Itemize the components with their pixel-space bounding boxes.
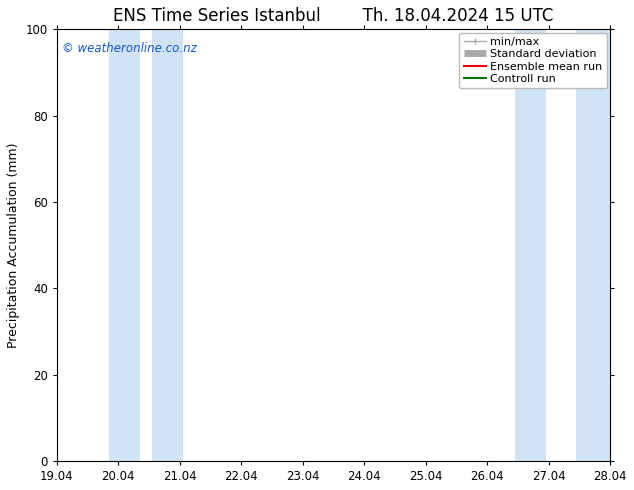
Bar: [109, 29, 140, 461]
Legend: min/max, Standard deviation, Ensemble mean run, Controll run: min/max, Standard deviation, Ensemble me…: [459, 33, 607, 88]
Bar: [152, 29, 183, 461]
Text: © weatheronline.co.nz: © weatheronline.co.nz: [62, 42, 197, 55]
Title: ENS Time Series Istanbul        Th. 18.04.2024 15 UTC: ENS Time Series Istanbul Th. 18.04.2024 …: [113, 7, 553, 25]
Bar: [576, 29, 613, 461]
Bar: [515, 29, 546, 461]
Y-axis label: Precipitation Accumulation (mm): Precipitation Accumulation (mm): [7, 143, 20, 348]
